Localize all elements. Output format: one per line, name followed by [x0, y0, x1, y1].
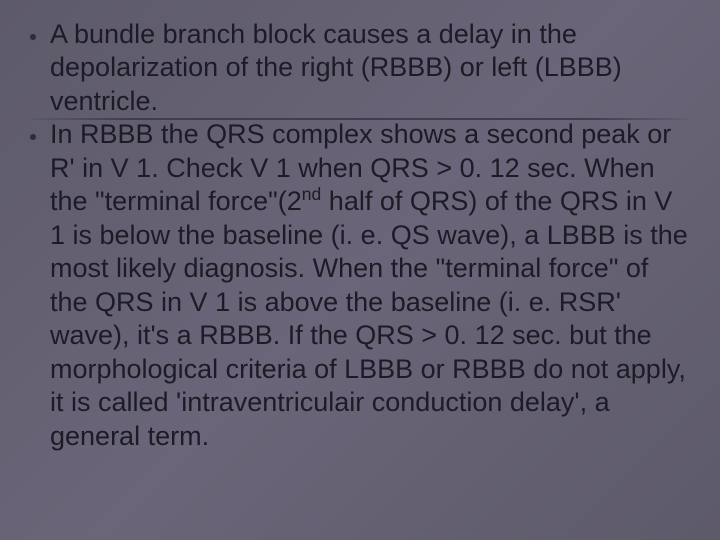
bullet-item: A bundle branch block causes a delay in … [30, 18, 690, 118]
bullet-text: In RBBB the QRS complex shows a second p… [50, 118, 690, 453]
bullet-text: A bundle branch block causes a delay in … [50, 18, 690, 118]
bullet-dot-icon [30, 134, 36, 140]
slide-container: A bundle branch block causes a delay in … [0, 0, 720, 540]
bullet-dot-icon [30, 34, 36, 40]
bullet-item: In RBBB the QRS complex shows a second p… [30, 118, 690, 453]
slide-content: A bundle branch block causes a delay in … [30, 18, 690, 453]
